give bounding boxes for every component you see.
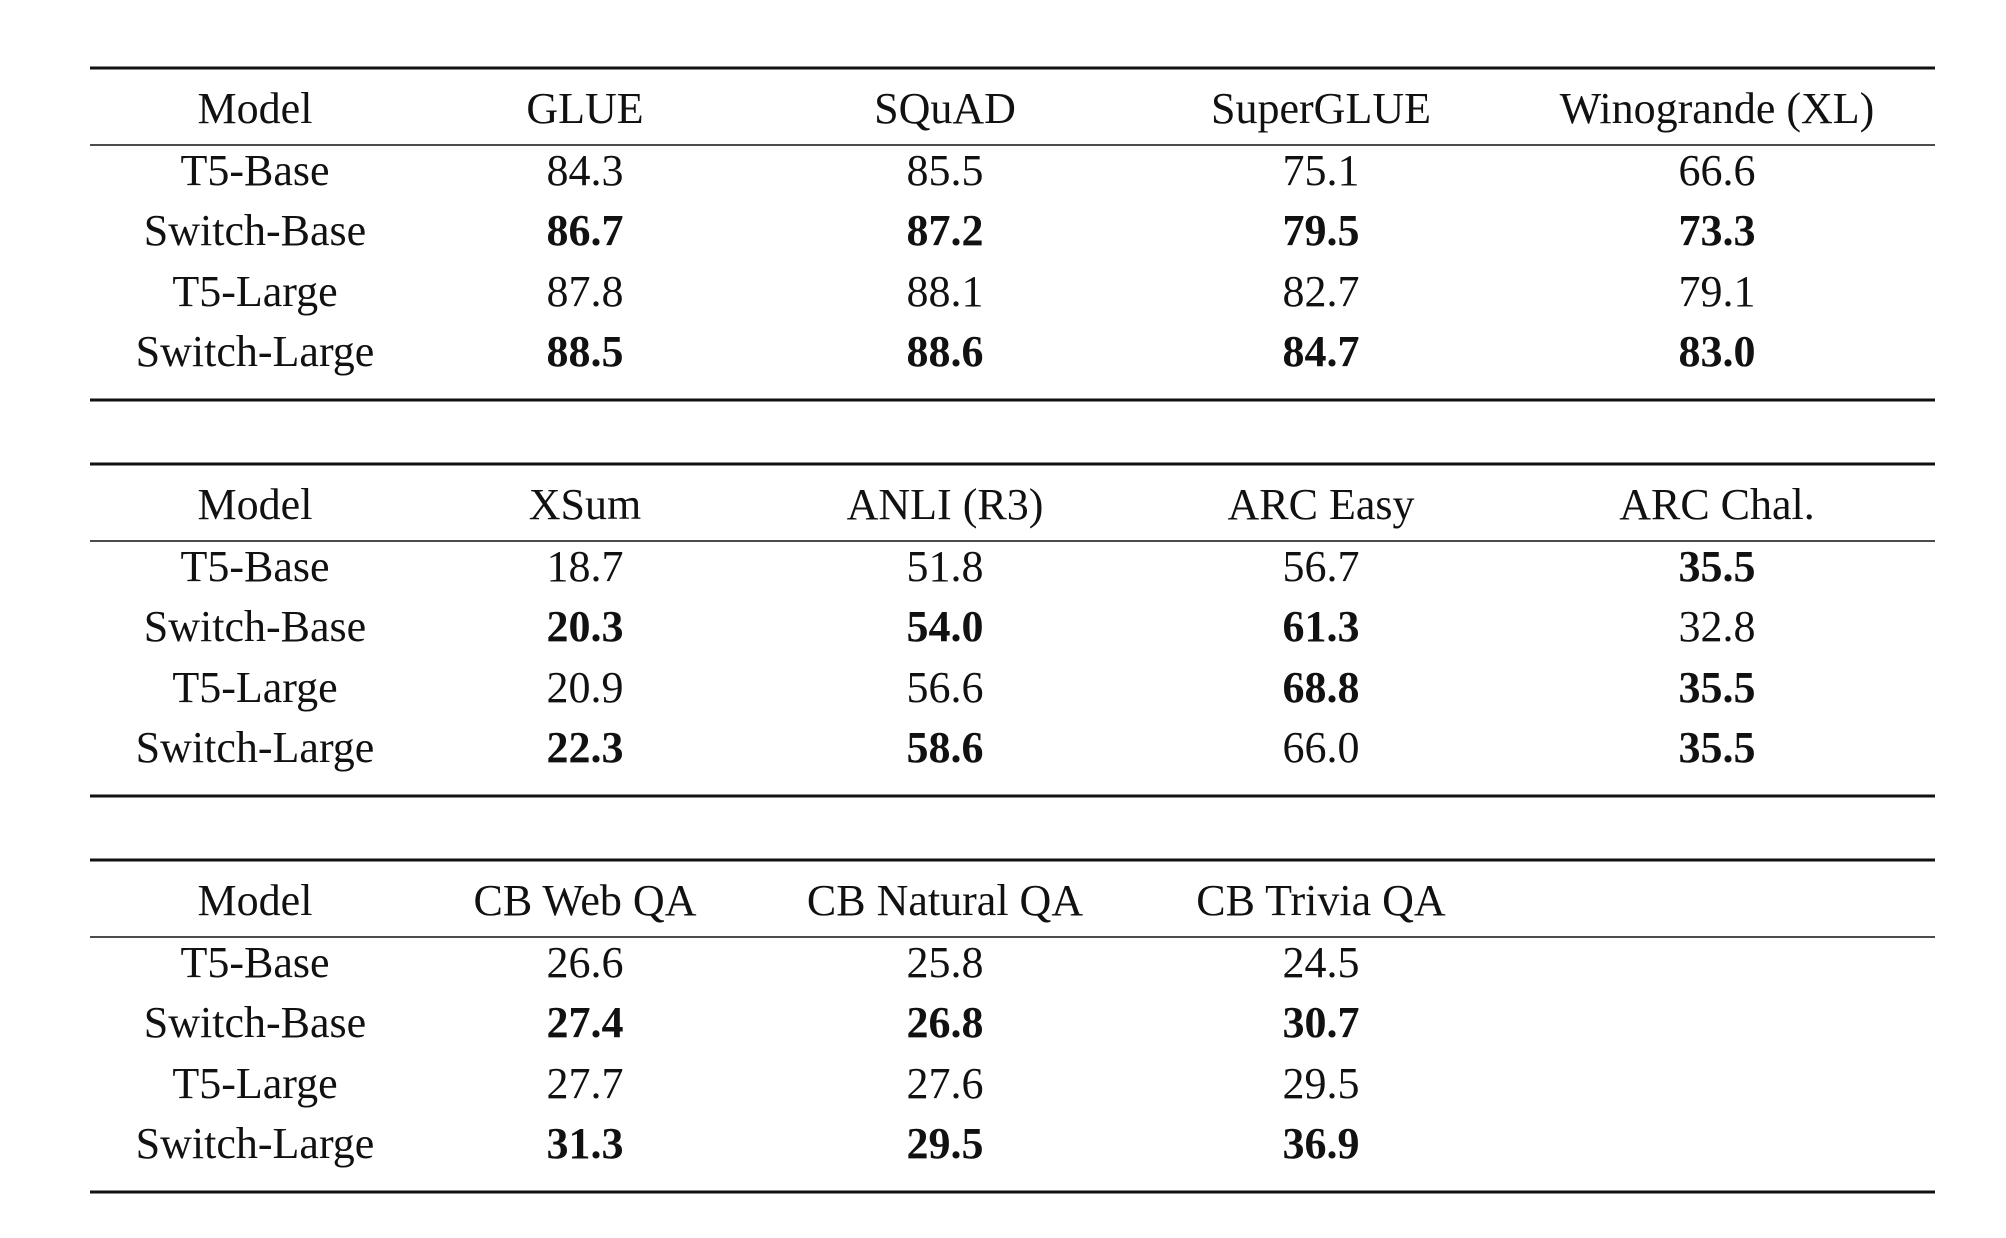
cell: 22.3 [547,723,624,772]
cell: 29.5 [907,1119,984,1168]
row-label: Switch-Base [144,998,366,1047]
row-label: Switch-Large [136,327,375,376]
cell: 25.8 [907,938,984,987]
cell: 20.3 [547,602,624,651]
column-header: CB Trivia QA [1196,876,1446,925]
column-header: XSum [529,480,641,529]
cell: 88.1 [907,267,984,316]
row-label: Switch-Base [144,602,366,651]
column-header: CB Web QA [474,876,697,925]
cell: 29.5 [1283,1059,1360,1108]
cell: 27.4 [547,998,624,1047]
cell: 31.3 [547,1119,624,1168]
cell: 20.9 [547,663,624,712]
cell: 35.5 [1679,663,1756,712]
column-header: Winogrande (XL) [1560,84,1875,133]
column-header: Model [198,480,313,529]
row-label: Switch-Large [136,1119,375,1168]
row-label: T5-Base [180,938,329,987]
column-header: Model [198,876,313,925]
cell: 88.6 [907,327,984,376]
column-header: CB Natural QA [807,876,1083,925]
cell: 56.6 [907,663,984,712]
cell: 18.7 [547,542,624,591]
cell: 26.6 [547,938,624,987]
cell: 66.6 [1679,146,1756,195]
row-label: T5-Base [180,542,329,591]
row-label: Switch-Large [136,723,375,772]
cell: 82.7 [1283,267,1360,316]
cell: 87.8 [547,267,624,316]
row-label: T5-Large [172,1059,337,1108]
cell: 85.5 [907,146,984,195]
column-header: ANLI (R3) [847,480,1044,529]
cell: 35.5 [1679,542,1756,591]
cell: 75.1 [1283,146,1360,195]
cell: 56.7 [1283,542,1360,591]
column-header: ARC Chal. [1619,480,1815,529]
cell: 51.8 [907,542,984,591]
cell: 58.6 [907,723,984,772]
cell: 87.2 [907,206,984,255]
cell: 86.7 [547,206,624,255]
cell: 79.1 [1679,267,1756,316]
row-label: T5-Large [172,663,337,712]
cell: 24.5 [1283,938,1360,987]
cell: 27.7 [547,1059,624,1108]
cell: 32.8 [1679,602,1756,651]
column-header: ARC Easy [1228,480,1415,529]
row-label: T5-Base [180,146,329,195]
cell: 35.5 [1679,723,1756,772]
cell: 84.3 [547,146,624,195]
row-label: T5-Large [172,267,337,316]
cell: 83.0 [1679,327,1756,376]
row-label: Switch-Base [144,206,366,255]
cell: 27.6 [907,1059,984,1108]
column-header: SuperGLUE [1211,84,1431,133]
cell: 26.8 [907,998,984,1047]
column-header: GLUE [526,84,643,133]
cell: 68.8 [1283,663,1360,712]
cell: 54.0 [907,602,984,651]
cell: 66.0 [1283,723,1360,772]
cell: 73.3 [1679,206,1756,255]
cell: 88.5 [547,327,624,376]
column-header: SQuAD [874,84,1016,133]
cell: 79.5 [1283,206,1360,255]
cell: 36.9 [1283,1119,1360,1168]
cell: 84.7 [1283,327,1360,376]
cell: 30.7 [1283,998,1360,1047]
cell: 61.3 [1283,602,1360,651]
column-header: Model [198,84,313,133]
